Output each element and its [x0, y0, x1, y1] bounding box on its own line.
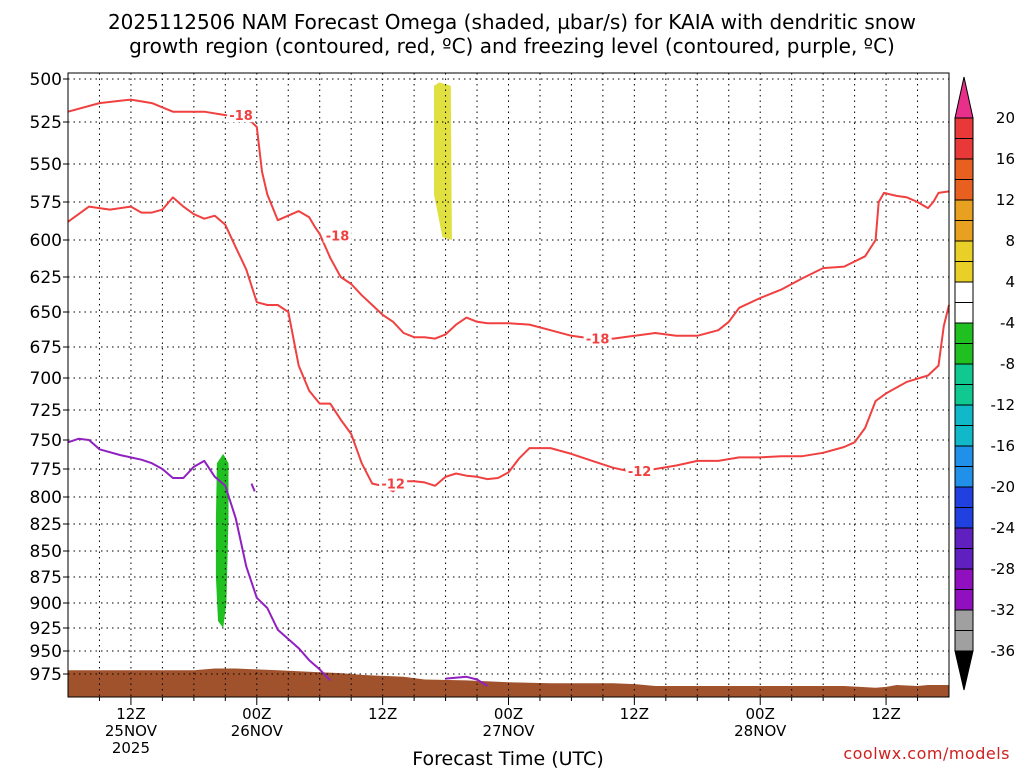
contour-label-bg — [583, 330, 612, 346]
chart-title-line-2: growth region (contoured, red, ºC) and f… — [129, 34, 895, 58]
y-tick-label: 925 — [30, 619, 62, 639]
y-tick-label: 600 — [30, 231, 62, 251]
contour-line-3 — [67, 437, 331, 682]
y-tick-label: 575 — [30, 193, 62, 213]
colorbar-label: 12 — [996, 191, 1015, 209]
x-tick-label: 00Z — [494, 705, 523, 723]
y-tick-label: 500 — [30, 70, 62, 90]
x-tick-label: 12Z — [116, 705, 145, 723]
contour-label-bg — [379, 475, 408, 491]
x-tick-label: 00Z — [746, 705, 775, 723]
y-tick-label: 975 — [30, 665, 62, 685]
y-tick-label: 650 — [30, 303, 62, 323]
y-tick-label: 525 — [30, 113, 62, 133]
chart-title-line-1: 2025112506 NAM Forecast Omega (shaded, µ… — [107, 10, 917, 34]
omega-shade-0 — [434, 82, 452, 241]
contour-label-bg — [227, 107, 256, 123]
colorbar-label: -24 — [991, 519, 1016, 537]
omega-shading-layer — [215, 82, 452, 628]
colorbar-label: -12 — [991, 396, 1016, 414]
y-tick-label: 800 — [30, 488, 62, 508]
colorbar-top-arrow — [954, 76, 974, 119]
y-tick-label: 850 — [30, 542, 62, 562]
y-tick-label: 725 — [30, 401, 62, 421]
y-tick-label: 950 — [30, 642, 62, 662]
x-tick-label: 00Z — [242, 705, 271, 723]
colorbar-label: 8 — [1005, 232, 1015, 250]
contour-label: -18 — [586, 333, 610, 348]
y-tick-label: 900 — [30, 594, 62, 614]
grid-layer — [68, 73, 949, 697]
contour-label: -18 — [326, 229, 350, 244]
y-tick-label: 825 — [30, 515, 62, 535]
colorbar-label: 16 — [996, 150, 1015, 168]
colorbar-label: 4 — [1005, 273, 1015, 291]
colorbar-label: -32 — [991, 601, 1016, 619]
y-tick-label: 775 — [30, 460, 62, 480]
contour-line-4 — [250, 483, 256, 492]
x-tick-label: 26NOV — [231, 722, 284, 740]
contour-label: -18 — [229, 109, 253, 124]
colorbar-label: 20 — [996, 109, 1015, 127]
y-tick-label: 875 — [30, 568, 62, 588]
y-tick-label: 750 — [30, 431, 62, 451]
contour-label-bg — [323, 227, 352, 243]
y-tick-label: 700 — [30, 369, 62, 389]
source-credit[interactable]: coolwx.com/models — [843, 744, 1010, 763]
y-tick-label: 675 — [30, 338, 62, 358]
contour-label: -12 — [381, 478, 405, 493]
x-tick-label: 12Z — [620, 705, 649, 723]
colorbar-label: -16 — [991, 437, 1016, 455]
colorbar-label: -36 — [991, 642, 1016, 660]
y-axis: 500 525 550 575 600 625 650 675 700 725 750 775 800 8… — [30, 70, 68, 685]
contour-line-1 — [318, 190, 950, 340]
colorbar-label: -8 — [1000, 355, 1015, 373]
colorbar-bottom-arrow — [954, 650, 974, 691]
contour-label-bg — [625, 463, 654, 479]
colorbar-label: -4 — [1000, 314, 1015, 332]
x-tick-label: 12Z — [368, 705, 397, 723]
x-tick-label: 12Z — [871, 705, 900, 723]
colorbar-label: -28 — [991, 560, 1016, 578]
colorbar: 20 16 12 8 4 -4 -8 -12 -16 -20 -24 -28 -32 -36 — [954, 76, 1016, 691]
x-axis-label: Forecast Time (UTC) — [412, 748, 603, 768]
x-tick-label: 25NOV — [105, 722, 158, 740]
contour-label: -12 — [628, 465, 652, 480]
contour-line-2 — [67, 196, 950, 493]
x-tick-label: 28NOV — [734, 722, 787, 740]
y-tick-label: 625 — [30, 268, 62, 288]
colorbar-label: -20 — [991, 478, 1016, 496]
contour-line-5 — [445, 675, 489, 687]
x-tick-label: 2025 — [112, 739, 150, 757]
y-tick-label: 550 — [30, 155, 62, 175]
contour-layer: -18 -18 -18 -12 -12 — [67, 98, 950, 687]
x-tick-label: 27NOV — [482, 722, 535, 740]
